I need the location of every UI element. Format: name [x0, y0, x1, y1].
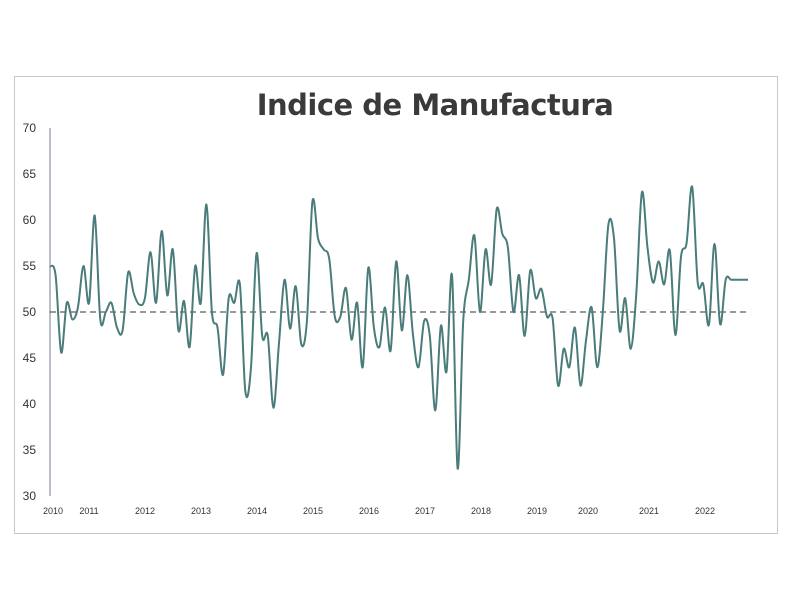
x-tick-label: 2010 — [43, 506, 63, 516]
x-tick-label: 2011 — [79, 506, 98, 516]
y-axis: 30 35 40 45 50 55 60 65 70 — [23, 121, 51, 503]
y-tick-label: 35 — [23, 443, 37, 457]
chart-title: Indice de Manufactura — [256, 88, 614, 122]
y-tick-label: 60 — [23, 213, 37, 227]
x-tick-label: 2018 — [471, 506, 491, 516]
y-tick-label: 70 — [23, 121, 37, 135]
x-tick-label: 2020 — [578, 506, 598, 516]
y-tick-label: 50 — [23, 305, 37, 319]
y-tick-label: 40 — [23, 397, 37, 411]
x-tick-label: 2017 — [415, 506, 435, 516]
y-tick-label: 30 — [23, 489, 37, 503]
x-tick-label: 2019 — [527, 506, 547, 516]
x-tick-label: 2013 — [191, 506, 211, 516]
series-line — [49, 185, 748, 470]
x-tick-label: 2021 — [639, 506, 659, 516]
x-tick-label: 2014 — [247, 506, 267, 516]
x-axis: 2010 2011 2012 2013 2014 2015 2016 2017 2018 2019… — [43, 506, 715, 516]
y-tick-label: 45 — [23, 351, 37, 365]
x-tick-label: 2015 — [303, 506, 323, 516]
x-tick-label: 2016 — [359, 506, 379, 516]
x-tick-label: 2022 — [695, 506, 715, 516]
x-tick-label: 2012 — [135, 506, 155, 516]
y-tick-label: 55 — [23, 259, 37, 273]
y-tick-label: 65 — [23, 167, 37, 181]
